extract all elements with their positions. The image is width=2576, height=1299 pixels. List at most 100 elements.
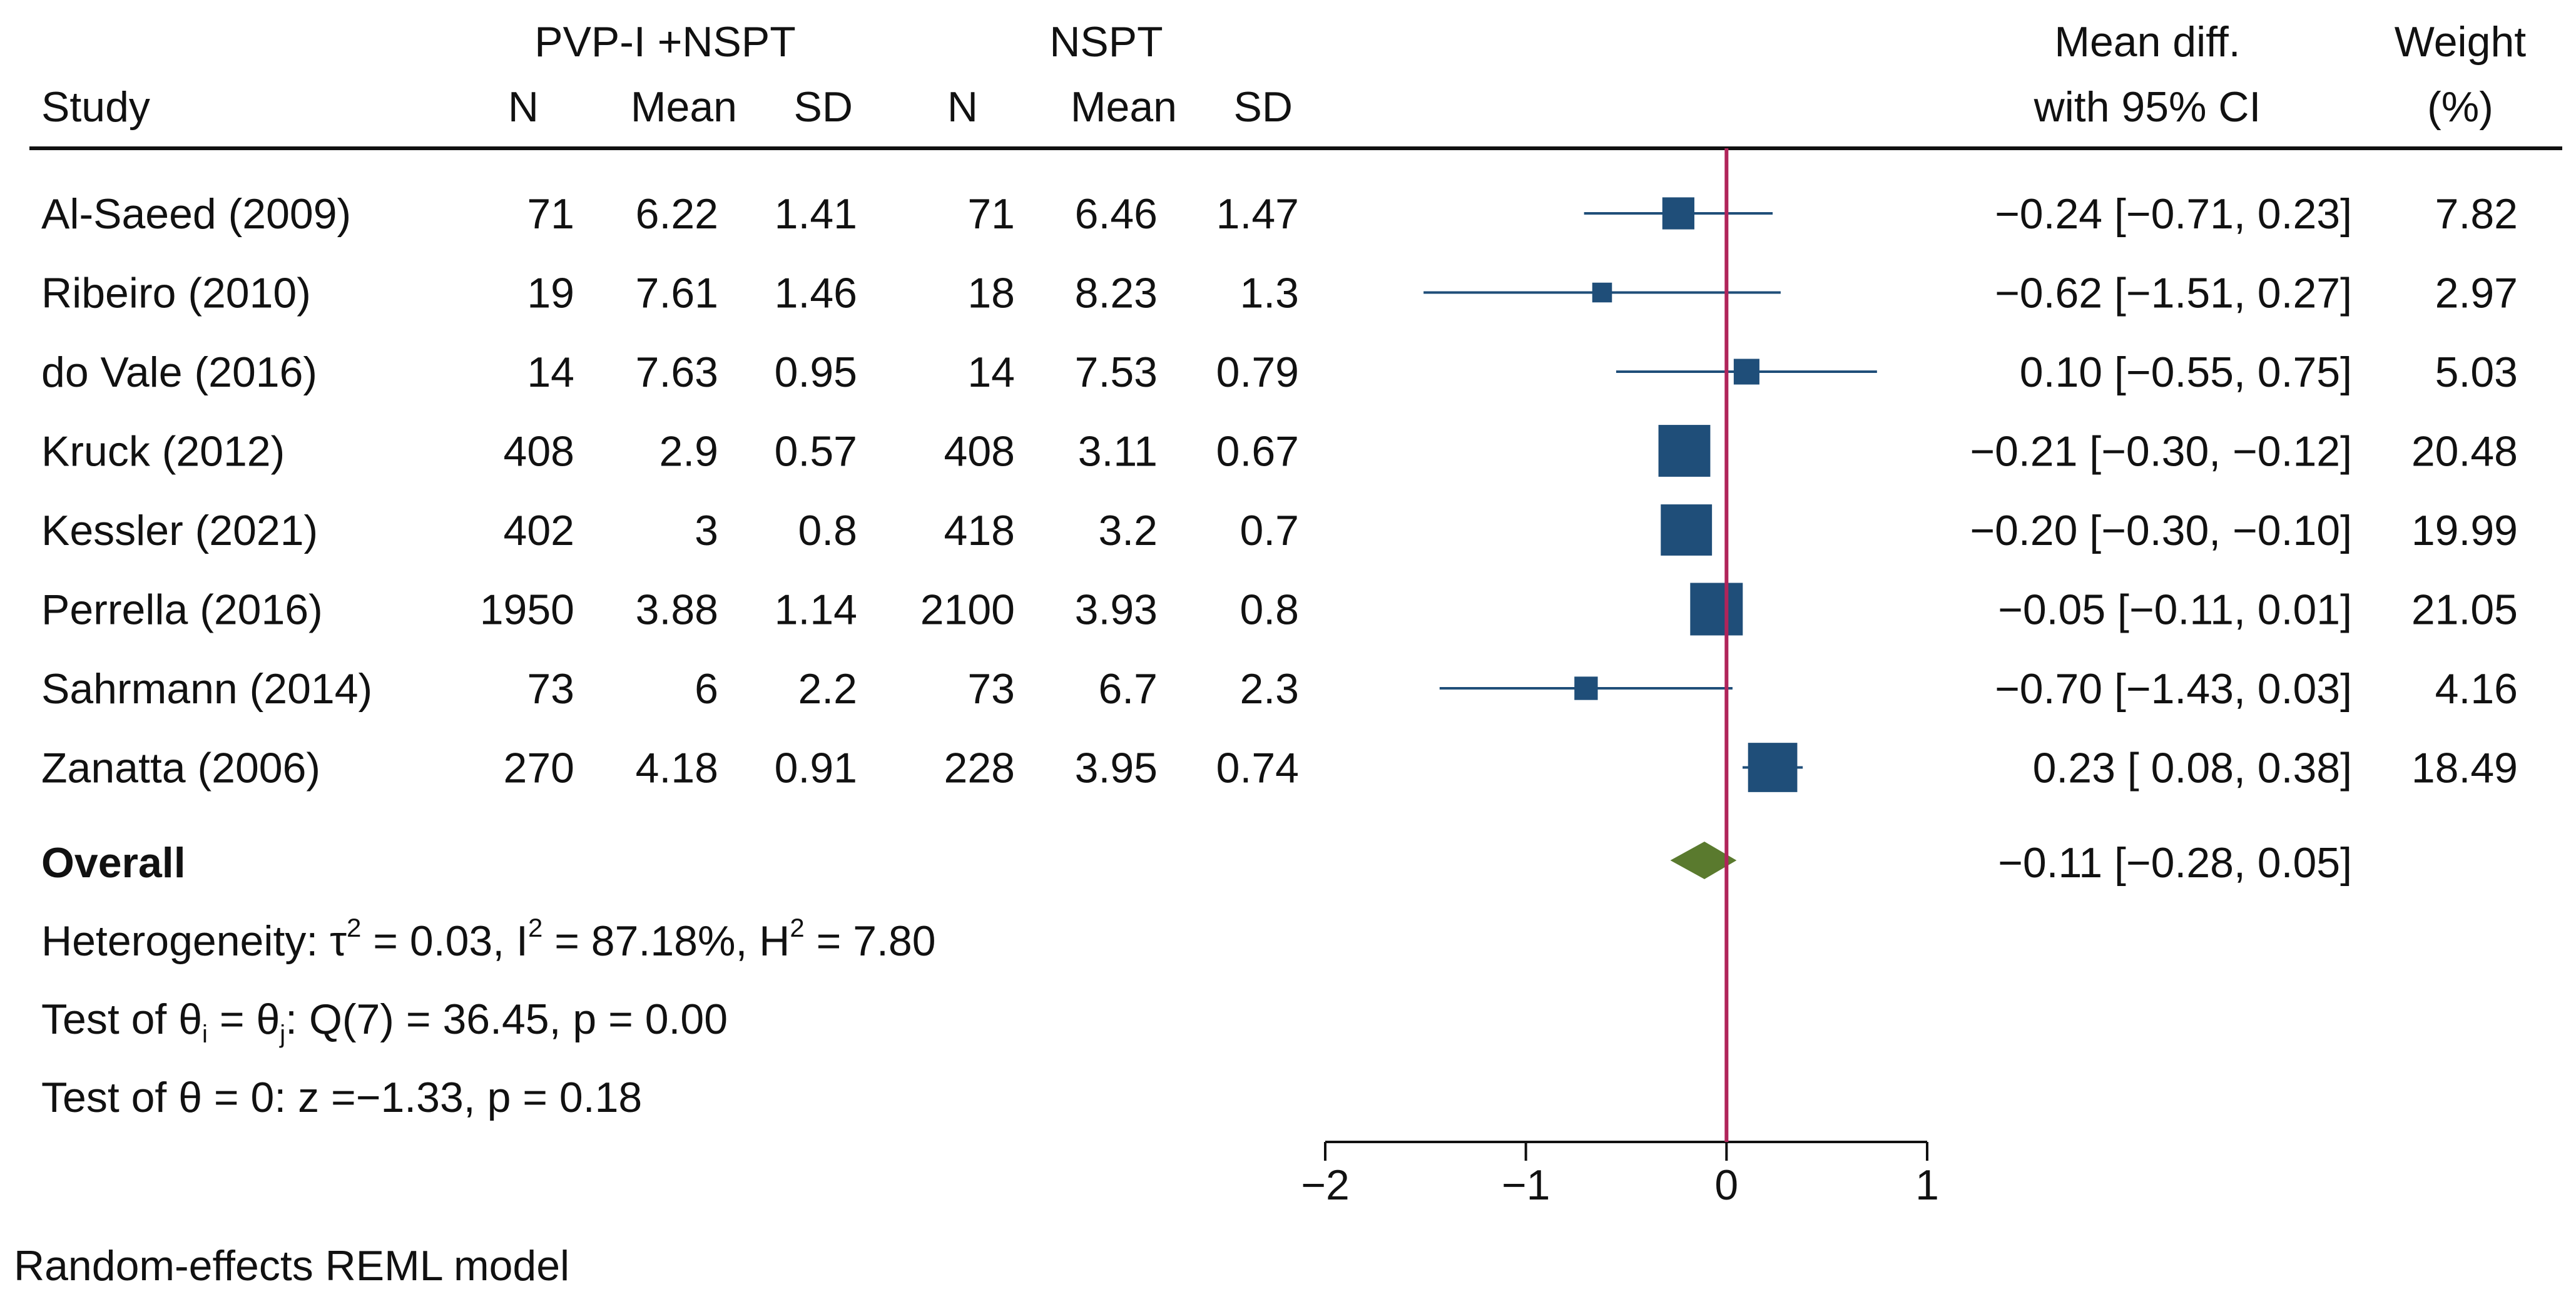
- theta-j-subscript: j: [279, 1021, 285, 1048]
- group1-header: PVP-I +NSPT: [534, 18, 796, 66]
- n2-value: 2100: [920, 586, 1015, 634]
- sd2-value: 1.3: [1240, 270, 1299, 317]
- study-row: Sahrmann (2014) 73 6 2.2 73 6.7 2.3 −0.70 [−1.4…: [41, 665, 2518, 713]
- mean2-value: 7.53: [1075, 349, 1158, 396]
- sd1-value: 1.46: [775, 270, 857, 317]
- n2-value: 408: [944, 428, 1015, 476]
- mean2-value: 3.11: [1078, 428, 1158, 476]
- mean2-column-header: Mean: [1071, 83, 1177, 131]
- sd1-value: 2.2: [798, 665, 857, 713]
- effect-marker: [1690, 583, 1743, 636]
- n2-value: 14: [967, 349, 1015, 396]
- effect-marker: [1662, 197, 1694, 230]
- homogeneity-test-text: Test of θi = θj: Q(7) = 36.45, p = 0.00: [41, 996, 728, 1048]
- study-row: do Vale (2016) 14 7.63 0.95 14 7.53 0.79 0.10 […: [41, 349, 2518, 396]
- effect-header-line1: Mean diff.: [2054, 18, 2240, 66]
- n2-column-header: N: [947, 83, 978, 131]
- sd2-value: 2.3: [1240, 665, 1299, 713]
- heterogeneity-text: Heterogeneity: τ2 = 0.03, I2 = 87.18%, H…: [41, 913, 936, 965]
- effect-marker: [1658, 425, 1711, 477]
- n2-value: 228: [944, 745, 1015, 792]
- mean1-value: 3: [695, 507, 718, 554]
- n2-value: 418: [944, 507, 1015, 554]
- mean2-value: 8.23: [1075, 270, 1158, 317]
- ci-text: −0.20 [−0.30, −0.10]: [1970, 507, 2352, 554]
- sd2-value: 0.79: [1216, 349, 1299, 396]
- homogeneity-prefix: Test of: [41, 996, 178, 1043]
- study-row: Al-Saeed (2009) 71 6.22 1.41 71 6.46 1.47 −0.24…: [41, 190, 2518, 238]
- study-row: Perrella (2016) 1950 3.88 1.14 2100 3.93 0.8 −0…: [41, 583, 2518, 636]
- n2-value: 71: [967, 190, 1015, 238]
- h-symbol: H: [759, 917, 790, 965]
- ci-text: −0.62 [−1.51, 0.27]: [1995, 270, 2352, 317]
- mean1-value: 7.61: [636, 270, 718, 317]
- tau-superscript: 2: [347, 913, 361, 942]
- i-superscript: 2: [528, 913, 542, 942]
- h-value: = 7.80: [805, 917, 936, 965]
- study-name: Ribeiro (2010): [41, 270, 311, 317]
- ci-text: −0.21 [−0.30, −0.12]: [1970, 428, 2352, 476]
- tau-value: = 0.03,: [361, 917, 516, 965]
- n2-value: 18: [967, 270, 1015, 317]
- mean2-value: 6.7: [1098, 665, 1158, 713]
- study-row: Ribeiro (2010) 19 7.61 1.46 18 8.23 1.3 −0.62 […: [41, 270, 2518, 317]
- weight-value: 20.48: [2411, 428, 2518, 476]
- sd2-value: 1.47: [1216, 190, 1299, 238]
- x-tick-label: 0: [1714, 1161, 1738, 1209]
- ci-text: −0.70 [−1.43, 0.03]: [1995, 665, 2352, 713]
- n1-value: 71: [527, 190, 574, 238]
- effect-marker: [1574, 676, 1598, 700]
- weight-value: 5.03: [2435, 349, 2518, 396]
- n1-value: 270: [504, 745, 574, 792]
- sd2-value: 0.7: [1240, 507, 1299, 554]
- weight-value: 21.05: [2411, 586, 2518, 634]
- effect-marker: [1733, 359, 1759, 385]
- i-value: = 87.18%,: [542, 917, 759, 965]
- sd2-value: 0.8: [1240, 586, 1299, 634]
- model-footnote: Random-effects REML model: [14, 1242, 569, 1290]
- theta-i-subscript: i: [202, 1021, 208, 1048]
- mean2-value: 3.2: [1098, 507, 1158, 554]
- mean1-value: 7.63: [636, 349, 718, 396]
- study-name: Al-Saeed (2009): [41, 190, 351, 238]
- homogeneity-equals: =: [208, 996, 257, 1043]
- effect-marker: [1592, 282, 1612, 303]
- x-tick-label: 1: [1915, 1161, 1939, 1209]
- ci-text: 0.10 [−0.55, 0.75]: [2020, 349, 2352, 396]
- ci-text: −0.05 [−0.11, 0.01]: [1998, 586, 2352, 634]
- x-axis: −2 −1 0 1: [1301, 1141, 1939, 1209]
- study-rows: Al-Saeed (2009) 71 6.22 1.41 71 6.46 1.47 −0.24…: [41, 190, 2518, 792]
- effect-marker: [1748, 743, 1798, 792]
- overall-test-text: Test of θ = 0: z =−1.33, p = 0.18: [41, 1074, 642, 1121]
- weight-header-line1: Weight: [2395, 18, 2527, 66]
- x-tick-label: −2: [1301, 1161, 1350, 1209]
- i-symbol: I: [516, 917, 528, 965]
- study-name: Sahrmann (2014): [41, 665, 372, 713]
- mean1-value: 6.22: [636, 190, 718, 238]
- sd1-value: 0.91: [775, 745, 857, 792]
- sd1-value: 0.8: [798, 507, 857, 554]
- mean1-column-header: Mean: [631, 83, 737, 131]
- effect-marker: [1661, 504, 1713, 556]
- weight-value: 4.16: [2435, 665, 2518, 713]
- n1-value: 408: [504, 428, 574, 476]
- study-name: Kessler (2021): [41, 507, 318, 554]
- n1-column-header: N: [508, 83, 539, 131]
- n1-value: 73: [527, 665, 574, 713]
- study-name: Zanatta (2006): [41, 745, 320, 792]
- sd1-value: 0.57: [775, 428, 857, 476]
- weight-header-line2: (%): [2427, 83, 2493, 131]
- sd1-column-header: SD: [794, 83, 853, 131]
- sd1-value: 1.14: [775, 586, 857, 634]
- mean2-value: 6.46: [1075, 190, 1158, 238]
- sd2-column-header: SD: [1234, 83, 1293, 131]
- mean1-value: 2.9: [659, 428, 718, 476]
- sd2-value: 0.74: [1216, 745, 1299, 792]
- mean2-value: 3.93: [1075, 586, 1158, 634]
- heterogeneity-prefix: Heterogeneity:: [41, 917, 330, 965]
- h-superscript: 2: [790, 913, 804, 942]
- theta-i-symbol: θ: [178, 996, 202, 1043]
- homogeneity-result: : Q(7) = 36.45, p = 0.00: [285, 996, 728, 1043]
- tau-symbol: τ: [330, 917, 347, 965]
